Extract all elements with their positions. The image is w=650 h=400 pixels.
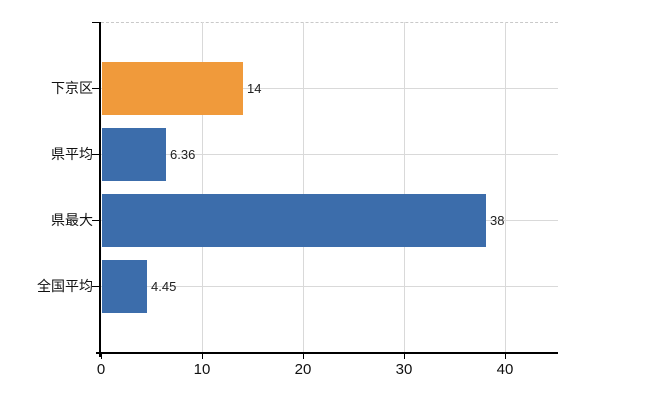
category-label-下京区: 下京区 <box>51 80 93 96</box>
y-axis-tick <box>92 220 100 221</box>
category-label-全国平均: 全国平均 <box>37 278 93 294</box>
y-gridline <box>101 286 558 287</box>
x-tick-label: 0 <box>96 361 106 378</box>
x-gridline <box>505 22 506 352</box>
bar-value-label: 4.45 <box>151 279 177 294</box>
y-axis-line <box>99 22 101 357</box>
x-tick-label: 40 <box>496 361 514 378</box>
category-label-県最大: 県最大 <box>51 212 93 228</box>
x-tick-label: 30 <box>395 361 413 378</box>
y-gridline <box>101 154 558 155</box>
x-axis-tick <box>202 354 203 359</box>
y-axis-tick <box>92 88 100 89</box>
plot-top-border <box>101 22 558 23</box>
bar-value-label: 14 <box>247 81 262 96</box>
x-axis-tick <box>404 354 405 359</box>
x-gridline <box>404 22 405 352</box>
bar-value-label: 6.36 <box>170 147 196 162</box>
y-axis-tick <box>92 154 100 155</box>
bar-value-label: 38 <box>490 213 505 228</box>
bar-全国平均 <box>102 260 147 313</box>
x-axis-tick <box>505 354 506 359</box>
y-axis-tick <box>92 286 100 287</box>
bar-県最大 <box>102 194 486 247</box>
bar-県平均 <box>102 128 166 181</box>
x-axis-line <box>96 352 558 354</box>
x-gridline <box>303 22 304 352</box>
x-gridline <box>202 22 203 352</box>
y-gridline <box>101 88 558 89</box>
bar-下京区 <box>102 62 243 115</box>
y-axis-top-tick <box>92 22 100 23</box>
x-axis-tick <box>303 354 304 359</box>
x-tick-label: 10 <box>193 361 211 378</box>
x-axis-tick <box>101 354 102 359</box>
x-tick-label: 20 <box>294 361 312 378</box>
category-label-県平均: 県平均 <box>51 146 93 162</box>
